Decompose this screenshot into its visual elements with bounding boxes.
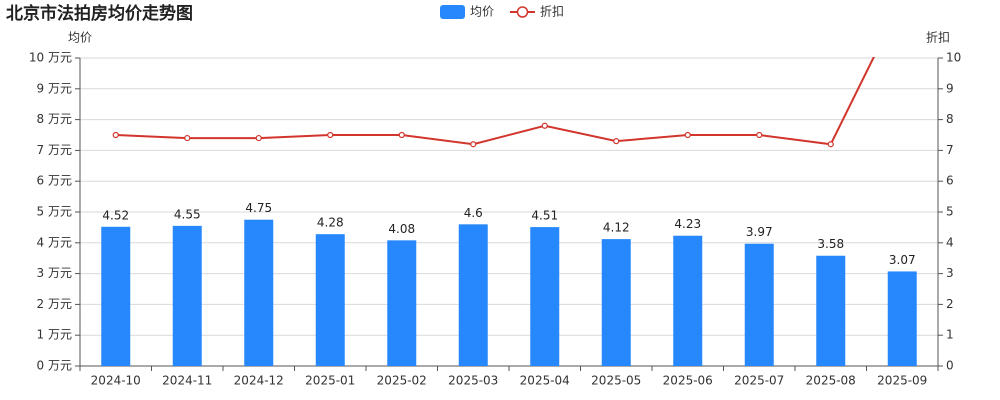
bar	[315, 234, 345, 366]
bar	[530, 227, 560, 366]
line-point	[255, 134, 262, 142]
y-tick-label: 10 万元	[29, 51, 72, 65]
y2-tick-label: 7	[946, 143, 954, 157]
line-point	[827, 141, 834, 148]
bar	[673, 235, 703, 366]
y-tick-label: 2 万元	[37, 297, 72, 311]
y-tick-label: 7 万元	[37, 143, 72, 157]
y-tick-label: 1 万元	[37, 328, 72, 342]
y-tick-label: 9 万元	[37, 81, 72, 95]
line-point	[756, 131, 763, 139]
y2-tick-label: 8	[946, 112, 954, 126]
bar	[601, 239, 631, 366]
bar-value-label: 3.07	[889, 253, 916, 267]
x-tick-label: 2025-06	[663, 374, 713, 388]
x-tick-label: 2024-10	[91, 374, 141, 388]
bar	[458, 224, 488, 366]
bar-value-label: 4.75	[245, 201, 272, 215]
x-tick-label: 2025-08	[806, 374, 856, 388]
y2-tick-label: 5	[946, 205, 954, 219]
line-point	[684, 131, 691, 139]
bar-value-label: 4.23	[674, 217, 701, 231]
bar-value-label: 4.28	[317, 216, 344, 230]
line-point	[398, 131, 405, 139]
line-point	[900, 0, 905, 2]
line-point	[327, 131, 334, 139]
line	[115, 57, 875, 146]
y-tick-label: 0 万元	[37, 359, 72, 373]
y2-tick-label: 4	[946, 235, 954, 249]
bar-value-label: 4.6	[464, 206, 483, 220]
y2-tick-label: 3	[946, 266, 954, 280]
bar	[816, 255, 846, 366]
line-point	[470, 141, 477, 148]
y2-tick-label: 10	[946, 51, 961, 65]
y-tick-label: 4 万元	[37, 235, 72, 249]
x-tick-label: 2024-12	[234, 374, 284, 388]
x-tick-label: 2025-05	[591, 374, 641, 388]
y2-tick-label: 0	[946, 359, 954, 373]
bar-value-label: 4.55	[174, 207, 201, 221]
bar	[244, 219, 274, 366]
legend-swatch	[516, 6, 529, 18]
x-tick-label: 2025-02	[377, 374, 427, 388]
bar-value-label: 3.97	[746, 225, 773, 239]
bar-value-label: 4.12	[603, 221, 630, 235]
y2-tick-label: 1	[946, 328, 954, 342]
x-tick-label: 2025-07	[734, 374, 784, 388]
line-point	[112, 131, 119, 139]
bar-value-label: 4.08	[388, 222, 415, 236]
plot-area	[112, 0, 905, 148]
x-tick-label: 2024-11	[162, 374, 212, 388]
bar	[744, 243, 774, 366]
bar	[387, 240, 417, 366]
y2-tick-label: 6	[946, 174, 954, 188]
line-point	[613, 138, 620, 145]
y-tick-label: 6 万元	[37, 174, 72, 188]
x-tick-label: 2025-03	[448, 374, 498, 388]
y2-tick-label: 2	[946, 297, 954, 311]
y2-axis-title: 折扣	[926, 30, 950, 45]
y2-tick-label: 9	[946, 81, 954, 95]
legend-label: 折扣	[540, 4, 564, 19]
y-tick-label: 3 万元	[37, 266, 72, 280]
x-tick-label: 2025-09	[877, 374, 927, 388]
chart-title: 北京市法拍房均价走势图	[6, 3, 193, 24]
line-point	[184, 134, 191, 142]
bar-value-label: 4.51	[531, 209, 558, 223]
bar-value-label: 3.58	[817, 237, 844, 251]
line-point	[541, 122, 548, 129]
y-tick-label: 5 万元	[37, 205, 72, 219]
y-tick-label: 8 万元	[37, 112, 72, 126]
bar	[887, 271, 917, 366]
y-axis-title: 均价	[68, 31, 92, 45]
bar	[101, 226, 131, 366]
x-tick-label: 2025-04	[520, 374, 570, 388]
bar-value-label: 4.52	[102, 208, 129, 222]
bar	[172, 225, 202, 366]
x-tick-label: 2025-01	[305, 374, 355, 388]
legend-swatch	[440, 5, 465, 19]
legend-label: 均价	[470, 5, 494, 19]
